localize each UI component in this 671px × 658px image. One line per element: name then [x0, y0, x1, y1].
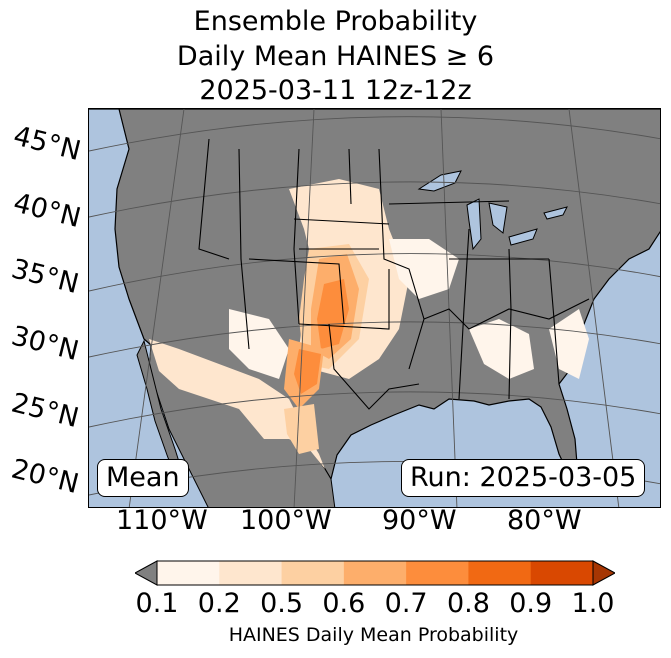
- lat-label-30: 30°N: [8, 320, 82, 368]
- title-line-2: Daily Mean HAINES ≥ 6: [176, 41, 495, 72]
- colorbar-tick-label: 0.7: [384, 588, 428, 619]
- colorbar-tick-label: 0.1: [135, 588, 179, 619]
- lon-label-80w: 80°W: [507, 505, 582, 536]
- title-line-1: Ensemble Probability: [193, 6, 478, 37]
- lat-label-25: 25°N: [8, 387, 82, 435]
- colorbar-bin: [530, 561, 594, 585]
- colorbar-label: HAINES Daily Mean Probability: [228, 624, 519, 646]
- state-borders: [198, 138, 590, 410]
- colorbar-bin: [219, 561, 283, 585]
- run-label: Run: 2025-03-05: [401, 459, 646, 497]
- map-svg: [89, 109, 660, 507]
- lat-label-45: 45°N: [10, 120, 84, 168]
- lon-label-90w: 90°W: [382, 505, 457, 536]
- colorbar-bin: [468, 561, 532, 585]
- colorbar-over-triangle: [592, 560, 615, 586]
- colorbar-tick-label: 0.2: [197, 588, 241, 619]
- colorbar-frame: [156, 560, 594, 586]
- colorbar-tick-label: 0.9: [509, 588, 553, 619]
- colorbar-tick-label: 0.8: [446, 588, 490, 619]
- map-panel: [88, 108, 661, 508]
- colorbar-bin: [343, 561, 407, 585]
- lat-label-35: 35°N: [8, 253, 82, 301]
- lon-label-110w: 110°W: [116, 505, 208, 536]
- title-line-3: 2025-03-11 12z-12z: [199, 75, 472, 106]
- colorbar-tick-label: 0.6: [322, 588, 366, 619]
- colorbar-tick-label: 1.0: [571, 588, 615, 619]
- colorbar-under-triangle: [135, 560, 158, 586]
- lon-label-100w: 100°W: [240, 505, 332, 536]
- colorbar: [135, 560, 615, 586]
- great-lakes: [417, 170, 568, 251]
- colorbar-bin: [281, 561, 345, 585]
- colorbar-bin: [157, 561, 220, 585]
- colorbar-bin: [406, 561, 469, 585]
- colorbar-tick-label: 0.5: [260, 588, 304, 619]
- lat-label-20: 20°N: [8, 453, 82, 501]
- mean-label: Mean: [97, 459, 189, 497]
- lat-label-40: 40°N: [10, 187, 84, 235]
- colorbar-bins: [157, 561, 594, 585]
